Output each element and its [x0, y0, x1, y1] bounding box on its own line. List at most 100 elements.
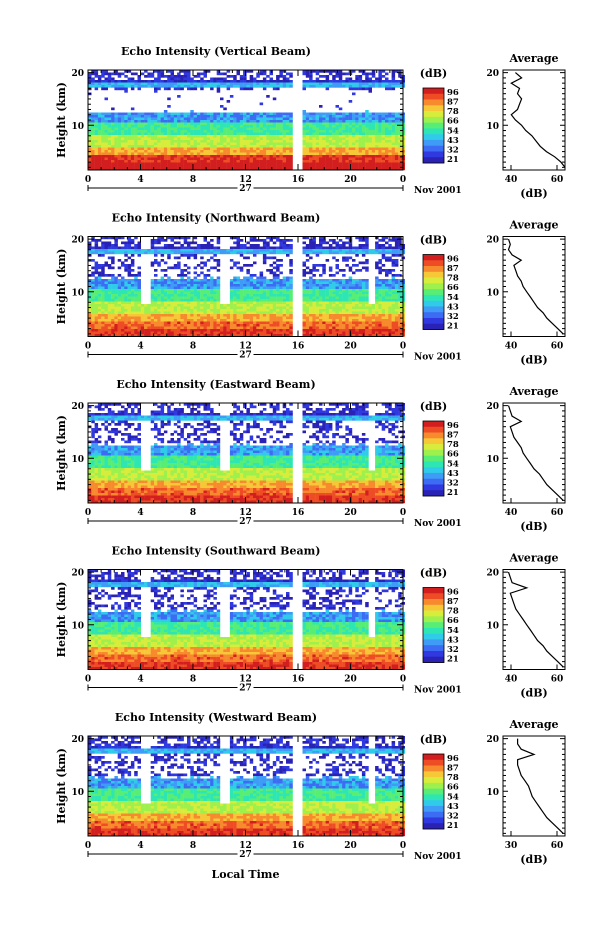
- x-tick-label: 4: [137, 342, 143, 352]
- colorbar-label: 54: [447, 459, 459, 469]
- avg-x-tick-label: 60: [551, 175, 564, 185]
- average-profile-line: [507, 238, 564, 335]
- colorbar-label: 87: [447, 597, 459, 607]
- colorbar-label: 78: [447, 274, 459, 284]
- panel-title: Echo Intensity (Westward Beam): [115, 711, 317, 724]
- panel-title: Echo Intensity (Eastward Beam): [116, 378, 315, 391]
- x-tick-label: 4: [137, 508, 143, 518]
- date-suffix: Nov 2001: [414, 186, 462, 196]
- average-title: Average: [508, 52, 558, 65]
- colorbar-unit: (dB): [420, 567, 447, 580]
- colorbar-unit: (dB): [420, 234, 447, 247]
- avg-x-tick-label: 30: [505, 841, 518, 851]
- colorbar-label: 43: [447, 635, 459, 645]
- x-tick-label: 0: [85, 841, 91, 851]
- x-tick-label: 0: [85, 675, 91, 685]
- avg-x-tick-label: 60: [551, 342, 564, 352]
- average-frame: [502, 69, 566, 171]
- avg-x-axis-label: (dB): [520, 853, 547, 866]
- average-frame: [502, 569, 566, 670]
- y-tick-label: 20: [71, 569, 84, 579]
- x-tick-label: 16: [292, 675, 305, 685]
- y-tick-label: 20: [71, 69, 84, 79]
- heatmap-image: [88, 236, 405, 337]
- panel-1: Echo Intensity (Vertical Beam)1020Height…: [55, 45, 566, 200]
- colorbar-label: 21: [447, 655, 459, 665]
- average-frame: [502, 236, 566, 337]
- avg-x-tick-label: 60: [551, 841, 564, 851]
- colorbar-label: 21: [447, 821, 459, 831]
- x-tick-label: 16: [292, 841, 305, 851]
- x-tick-label: 0: [400, 342, 406, 352]
- colorbar-label: 66: [447, 283, 459, 293]
- x-tick-label: 20: [344, 175, 357, 185]
- colorbar-label: 66: [447, 616, 459, 626]
- avg-y-tick-label: 20: [486, 69, 499, 79]
- y-tick-label: 20: [71, 236, 84, 246]
- avg-y-tick-label: 20: [486, 569, 499, 579]
- avg-y-tick-label: 10: [486, 621, 499, 631]
- average-profile-plot: Average 10 20 40 60 (dB): [486, 552, 566, 700]
- heatmap-image: [88, 70, 405, 171]
- colorbar-label: 87: [447, 264, 459, 274]
- x-tick-label: 8: [190, 342, 196, 352]
- date-suffix: Nov 2001: [414, 353, 462, 363]
- colorbar-unit: (dB): [420, 400, 447, 413]
- colorbar-label: 21: [447, 488, 459, 498]
- avg-x-tick-label: 40: [505, 175, 518, 185]
- x-tick-label: 12: [239, 342, 252, 352]
- x-tick-label: 16: [292, 175, 305, 185]
- x-tick-label: 0: [85, 508, 91, 518]
- x-tick-label: 8: [190, 175, 196, 185]
- avg-y-tick-label: 20: [486, 735, 499, 745]
- average-profile-plot: Average 10 20 40 60 (dB): [486, 219, 566, 367]
- average-frame: [502, 402, 566, 504]
- x-tick-label: 12: [239, 175, 252, 185]
- avg-y-tick-label: 10: [486, 788, 499, 798]
- x-tick-label: 4: [137, 175, 143, 185]
- average-title: Average: [508, 385, 558, 398]
- panel-5: Echo Intensity (Westward Beam)1020Height…: [55, 711, 566, 866]
- average-profile-plot: Average 10 20 30 60 (dB): [486, 718, 566, 866]
- colorbar-label: 78: [447, 440, 459, 450]
- colorbar-label: 78: [447, 107, 459, 117]
- avg-y-tick-label: 10: [486, 122, 499, 132]
- y-axis-label: Height (km): [55, 82, 68, 158]
- avg-x-axis-label: (dB): [520, 187, 547, 200]
- y-axis-label: Height (km): [55, 415, 68, 491]
- average-title: Average: [508, 718, 558, 731]
- panel-title: Echo Intensity (Vertical Beam): [121, 45, 311, 58]
- x-tick-label: 8: [190, 508, 196, 518]
- avg-y-tick-label: 10: [486, 288, 499, 298]
- heatmap-image: [88, 403, 405, 504]
- colorbar-label: 66: [447, 117, 459, 127]
- average-profile-plot: Average 10 20 40 60 (dB): [486, 52, 566, 200]
- date-label: 27: [239, 850, 252, 860]
- y-tick-label: 10: [71, 455, 84, 465]
- avg-x-tick-label: 40: [505, 508, 518, 518]
- colorbar-label: 96: [447, 88, 459, 98]
- date-suffix: Nov 2001: [414, 852, 462, 862]
- panel-3: Echo Intensity (Eastward Beam)1020Height…: [55, 378, 566, 533]
- x-tick-label: 0: [400, 841, 406, 851]
- colorbar-label: 43: [447, 469, 459, 479]
- colorbar-unit: (dB): [420, 733, 447, 746]
- average-title: Average: [508, 552, 558, 565]
- colorbar-label: 54: [447, 792, 459, 802]
- x-tick-label: 4: [137, 675, 143, 685]
- y-tick-label: 10: [71, 621, 84, 631]
- y-tick-label: 10: [71, 788, 84, 798]
- colorbar-label: 21: [447, 155, 459, 165]
- x-tick-label: 16: [292, 508, 305, 518]
- colorbar-label: 32: [447, 145, 459, 155]
- x-tick-label: 20: [344, 841, 357, 851]
- colorbar-label: 96: [447, 588, 459, 598]
- y-axis-label: Height (km): [55, 249, 68, 325]
- avg-y-tick-label: 10: [486, 455, 499, 465]
- colorbar-label: 87: [447, 431, 459, 441]
- x-tick-label: 16: [292, 342, 305, 352]
- avg-x-axis-label: (dB): [520, 520, 547, 533]
